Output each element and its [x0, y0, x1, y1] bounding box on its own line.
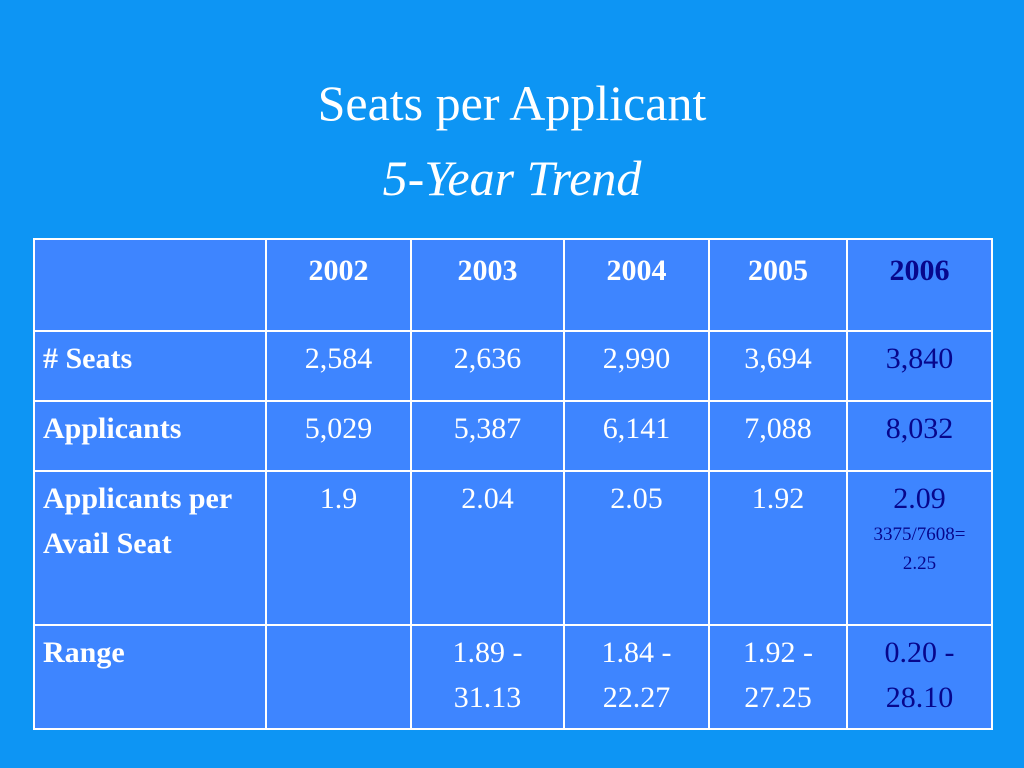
- header-cell-empty: [33, 238, 267, 332]
- table-row-seats: # Seats 2,584 2,636 2,990 3,694 3,840: [33, 330, 993, 402]
- cell-ratio-2004: 2.05: [563, 470, 710, 626]
- ratio-2006-note-line1: 3375/7608=: [873, 524, 966, 545]
- cell-applicants-2003: 5,387: [410, 400, 565, 472]
- cell-range-2004: 1.84 - 22.27: [563, 624, 710, 730]
- cell-ratio-2005: 1.92: [708, 470, 848, 626]
- table-header-row: 2002 2003 2004 2005 2006: [33, 238, 993, 332]
- cell-applicants-2006: 8,032: [846, 400, 993, 472]
- cell-applicants-2005: 7,088: [708, 400, 848, 472]
- cell-seats-2004: 2,990: [563, 330, 710, 402]
- table-row-range: Range 1.89 - 31.13 1.84 - 22.27 1.92 - 2…: [33, 624, 993, 730]
- table-row-applicants: Applicants 5,029 5,387 6,141 7,088 8,032: [33, 400, 993, 472]
- header-cell-2003: 2003: [410, 238, 565, 332]
- row-label-applicants: Applicants: [33, 400, 267, 472]
- ratio-2006-note-line2: 2.25: [902, 552, 937, 574]
- header-cell-2002: 2002: [265, 238, 412, 332]
- row-label-range: Range: [33, 624, 267, 730]
- cell-applicants-2004: 6,141: [563, 400, 710, 472]
- cell-seats-2003: 2,636: [410, 330, 565, 402]
- cell-applicants-2002: 5,029: [265, 400, 412, 472]
- cell-range-2003: 1.89 - 31.13: [410, 624, 565, 730]
- cell-seats-2002: 2,584: [265, 330, 412, 402]
- cell-range-2006: 0.20 - 28.10: [846, 624, 993, 730]
- cell-range-2005: 1.92 - 27.25: [708, 624, 848, 730]
- header-cell-2004: 2004: [563, 238, 710, 332]
- cell-range-2002: [265, 624, 412, 730]
- header-cell-2006: 2006: [846, 238, 993, 332]
- header-cell-2005: 2005: [708, 238, 848, 332]
- slide-title-block: Seats per Applicant 5-Year Trend: [0, 66, 1024, 216]
- cell-ratio-2006: 2.09 3375/7608= 2.25: [846, 470, 993, 626]
- row-label-applicants-per-seat: Applicants per Avail Seat: [33, 470, 267, 626]
- cell-ratio-2002: 1.9: [265, 470, 412, 626]
- slide-subtitle: 5-Year Trend: [382, 150, 642, 206]
- table-row-applicants-per-seat: Applicants per Avail Seat 1.9 2.04 2.05 …: [33, 470, 993, 626]
- cell-ratio-2003: 2.04: [410, 470, 565, 626]
- slide-title: Seats per Applicant: [317, 75, 707, 131]
- row-label-seats: # Seats: [33, 330, 267, 402]
- trend-table: 2002 2003 2004 2005 2006 # Seats 2,584 2…: [33, 238, 993, 730]
- cell-seats-2005: 3,694: [708, 330, 848, 402]
- ratio-2006-value: 2.09: [893, 482, 946, 515]
- cell-seats-2006: 3,840: [846, 330, 993, 402]
